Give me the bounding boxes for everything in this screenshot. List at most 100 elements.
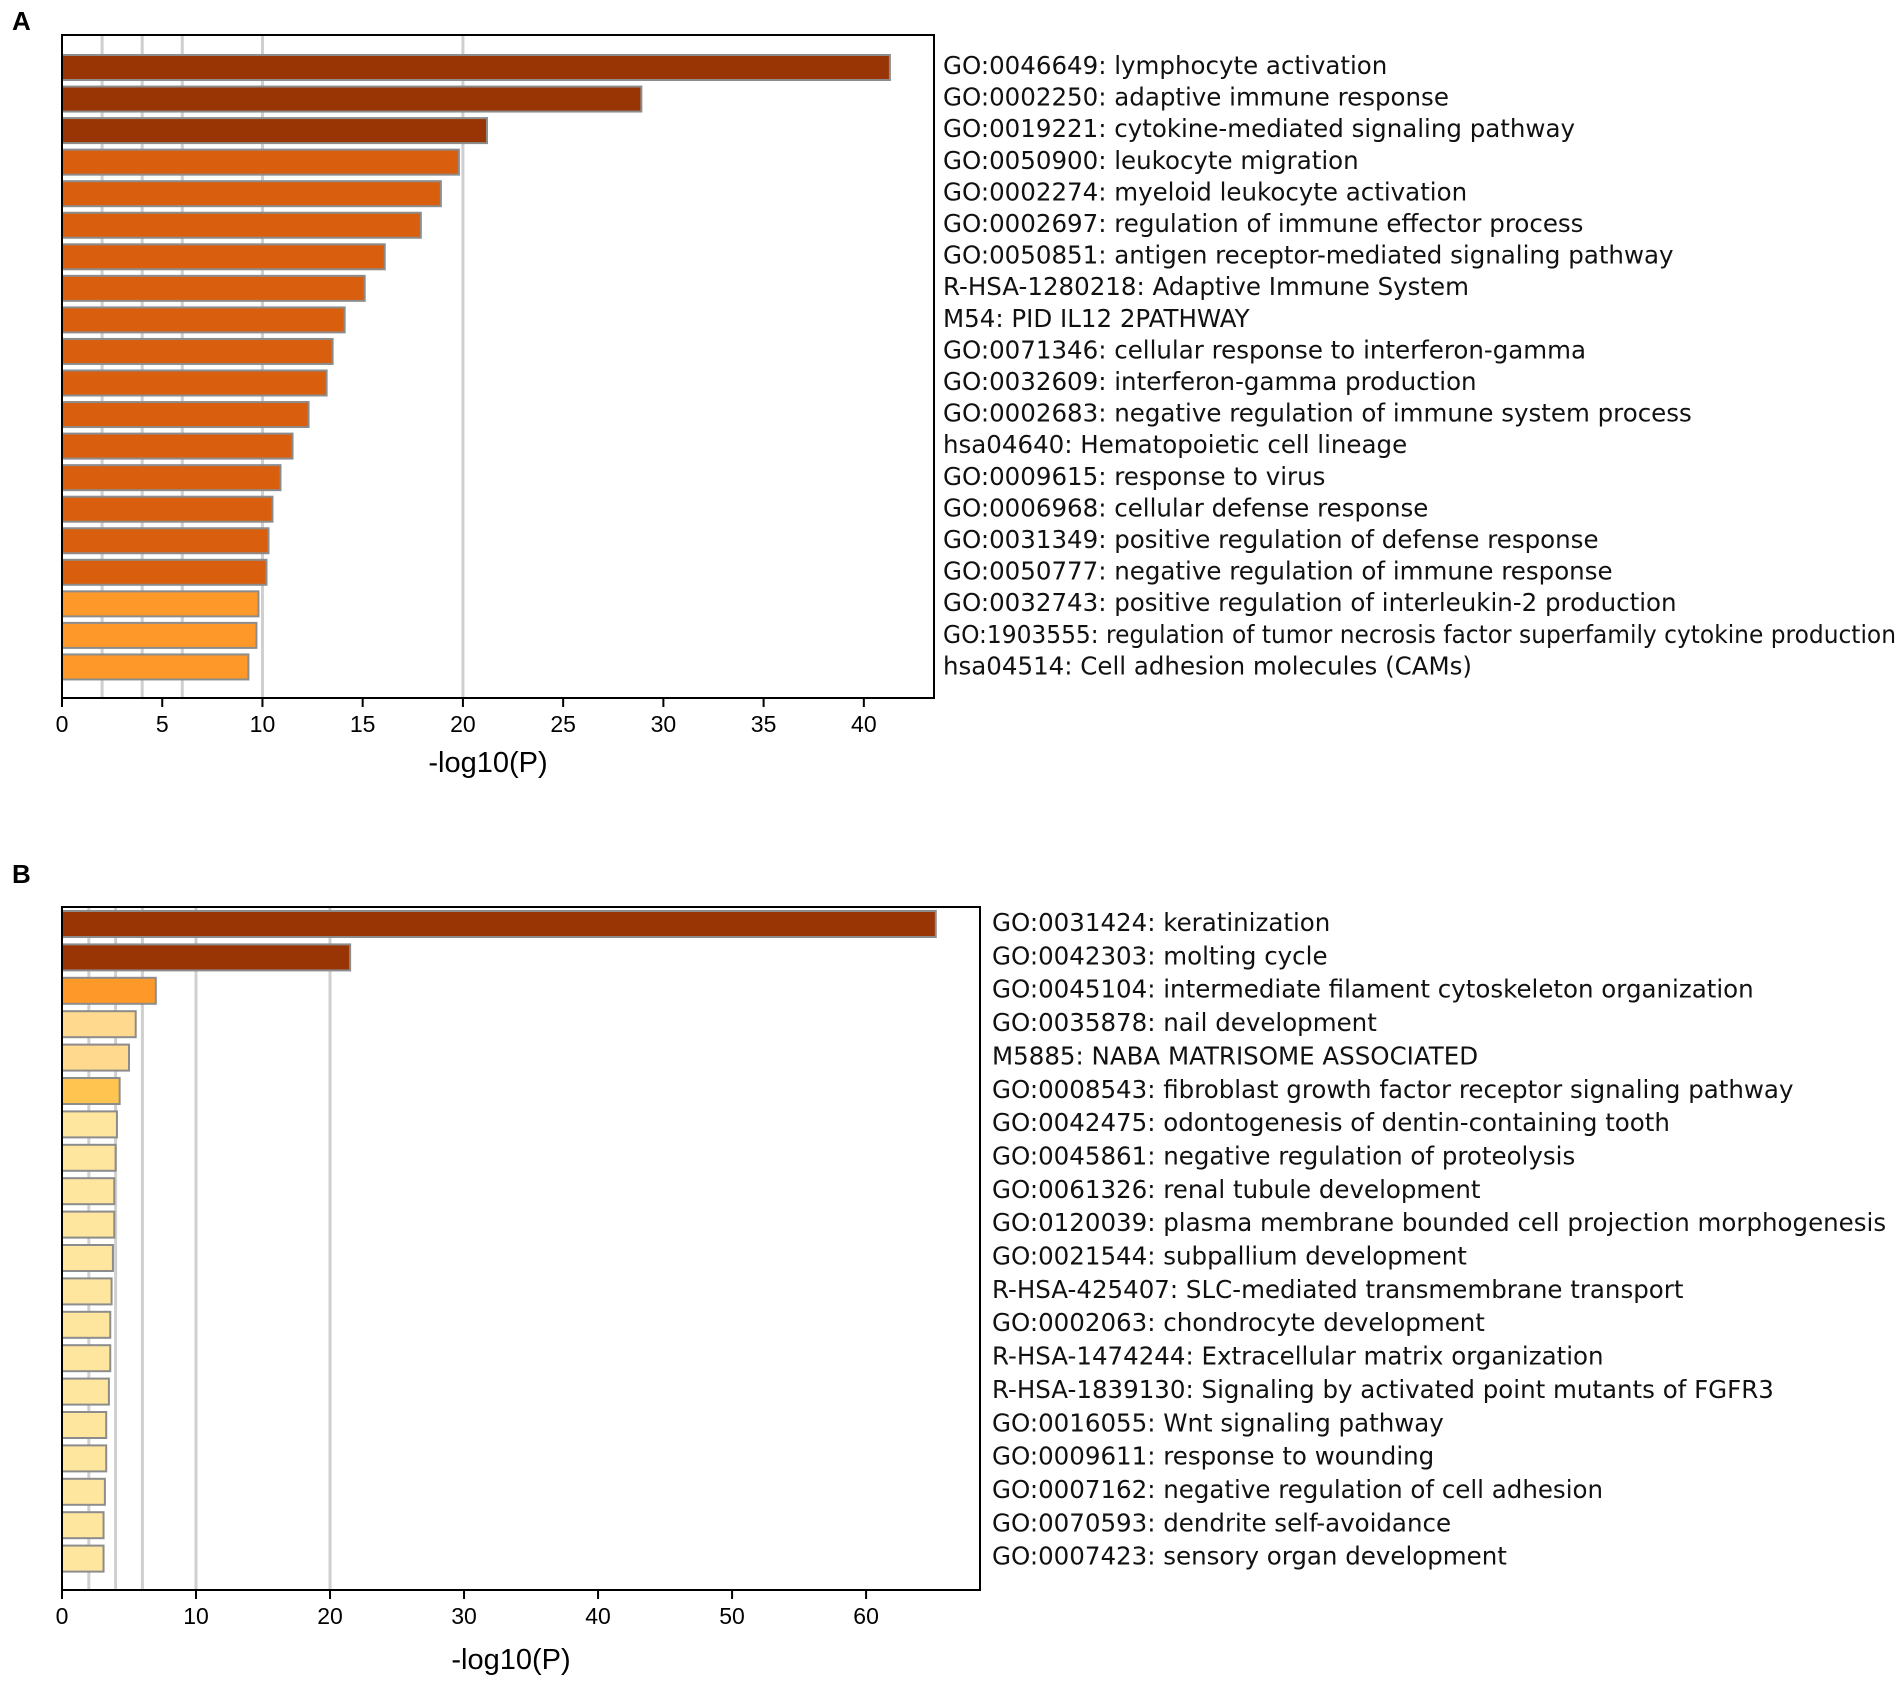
category-label: GO:0032743: positive regulation of inter… xyxy=(943,588,1677,617)
bar xyxy=(61,976,157,1005)
bar xyxy=(61,558,268,586)
category-label: GO:0016055: Wnt signaling pathway xyxy=(992,1408,1444,1437)
x-axis-title: -log10(P) xyxy=(428,747,547,779)
category-label: hsa04640: Hematopoietic cell lineage xyxy=(943,430,1407,459)
category-label: GO:0002250: adaptive immune response xyxy=(943,83,1449,112)
x-tick-label: 10 xyxy=(183,1603,209,1629)
bar xyxy=(61,943,352,972)
bar xyxy=(61,1544,105,1573)
bar xyxy=(61,1377,110,1406)
category-label: GO:0008543: fibroblast growth factor rec… xyxy=(992,1075,1793,1104)
category-label: GO:0021544: subpallium development xyxy=(992,1242,1467,1271)
bar xyxy=(61,1310,112,1339)
bar xyxy=(61,590,260,618)
category-label: GO:0002274: myeloid leukocyte activation xyxy=(943,177,1467,206)
category-label: hsa04514: Cell adhesion molecules (CAMs) xyxy=(943,651,1472,680)
bar xyxy=(61,495,274,523)
category-label: GO:0032609: interferon-gamma production xyxy=(943,367,1477,396)
panel-label: B xyxy=(12,859,31,889)
category-label: GO:0006968: cellular defense response xyxy=(943,493,1428,522)
x-tick-label: 20 xyxy=(450,711,476,737)
x-tick-label: 30 xyxy=(451,1603,477,1629)
category-label: GO:0002683: negative regulation of immun… xyxy=(943,399,1692,428)
x-tick-label: 15 xyxy=(350,711,376,737)
x-tick-label: 0 xyxy=(56,1603,69,1629)
category-label: GO:0045861: negative regulation of prote… xyxy=(992,1141,1575,1170)
category-label: GO:0050777: negative regulation of immun… xyxy=(943,557,1613,586)
bar xyxy=(61,306,346,334)
panel-label: A xyxy=(12,6,31,36)
x-tick-label: 60 xyxy=(853,1603,879,1629)
bar xyxy=(61,337,334,365)
bar xyxy=(61,243,386,271)
x-tick-label: 5 xyxy=(156,711,169,737)
bar xyxy=(61,1210,116,1239)
x-tick-label: 40 xyxy=(585,1603,611,1629)
category-label: GO:0035878: nail development xyxy=(992,1008,1377,1037)
bar xyxy=(61,1444,108,1473)
category-label: GO:0120039: plasma membrane bounded cell… xyxy=(992,1208,1886,1237)
category-label: GO:0070593: dendrite self-avoidance xyxy=(992,1508,1451,1537)
panel-b: B 0 10 20 30 40 50 60 -log10(P) GO:0031424: kerat… xyxy=(12,859,1886,1676)
category-label: GO:0009611: response to wounding xyxy=(992,1442,1434,1471)
bar xyxy=(61,1010,137,1039)
category-label: GO:0002063: chondrocyte development xyxy=(992,1308,1485,1337)
bar xyxy=(61,1277,113,1306)
category-label: GO:0061326: renal tubule development xyxy=(992,1175,1481,1204)
bar xyxy=(61,1411,108,1439)
bar xyxy=(61,211,422,239)
bar xyxy=(61,1344,112,1373)
x-tick-label: 20 xyxy=(317,1603,343,1629)
category-label: GO:1903555: regulation of tumor necrosis… xyxy=(943,620,1896,649)
bar xyxy=(61,85,643,113)
category-label: GO:0042303: molting cycle xyxy=(992,941,1328,970)
category-label: M54: PID IL12 2PATHWAY xyxy=(943,304,1251,333)
bar xyxy=(61,1143,117,1172)
category-label: GO:0046649: lymphocyte activation xyxy=(943,51,1387,80)
category-label: GO:0031349: positive regulation of defen… xyxy=(943,525,1599,554)
bar xyxy=(61,369,328,397)
x-tick-label: 35 xyxy=(751,711,777,737)
bar xyxy=(61,1177,116,1206)
category-label: R-HSA-1474244: Extracellular matrix orga… xyxy=(992,1342,1604,1371)
category-label: GO:0050900: leukocyte migration xyxy=(943,146,1359,175)
bar xyxy=(61,1511,105,1540)
category-label: GO:0007162: negative regulation of cell … xyxy=(992,1475,1603,1504)
bar xyxy=(61,432,294,460)
category-label: GO:0042475: odontogenesis of dentin-cont… xyxy=(992,1108,1670,1137)
category-label: GO:0071346: cellular response to interfe… xyxy=(943,335,1586,364)
category-label: R-HSA-1839130: Signaling by activated po… xyxy=(992,1375,1774,1404)
category-label: GO:0007423: sensory organ development xyxy=(992,1542,1507,1571)
x-tick-label: 10 xyxy=(250,711,276,737)
category-label: GO:0009615: response to virus xyxy=(943,462,1325,491)
bar xyxy=(61,148,460,176)
category-label: GO:0019221: cytokine-mediated signaling … xyxy=(943,114,1575,143)
bar xyxy=(61,1477,106,1506)
x-tick-label: 0 xyxy=(56,711,69,737)
x-axis-title: -log10(P) xyxy=(451,1644,570,1676)
bar xyxy=(61,274,366,302)
panel-a: A 0 5 10 15 20 25 30 35 40 -log10(P) GO:0046649: ly… xyxy=(12,6,1896,779)
category-label: R-HSA-425407: SLC-mediated transmembrane… xyxy=(992,1275,1684,1304)
bar xyxy=(61,1043,131,1072)
plot-frame xyxy=(61,34,935,699)
category-label: GO:0045104: intermediate filament cytosk… xyxy=(992,975,1754,1004)
plot-frame xyxy=(61,906,981,1591)
category-label: GO:0031424: keratinization xyxy=(992,908,1330,937)
bar xyxy=(61,527,270,555)
x-tick-label: 30 xyxy=(651,711,677,737)
bar xyxy=(61,1077,121,1105)
bar xyxy=(61,1244,114,1272)
bar xyxy=(61,54,891,81)
x-tick-label: 40 xyxy=(851,711,877,737)
x-tick-label: 25 xyxy=(550,711,576,737)
bar xyxy=(61,117,488,145)
x-tick-label: 50 xyxy=(719,1603,745,1629)
bar xyxy=(61,1110,118,1139)
bar xyxy=(61,180,442,208)
bar xyxy=(61,653,250,681)
bar xyxy=(61,621,258,649)
category-label: R-HSA-1280218: Adaptive Immune System xyxy=(943,272,1469,301)
category-label: GO:0050851: antigen receptor-mediated si… xyxy=(943,241,1674,270)
